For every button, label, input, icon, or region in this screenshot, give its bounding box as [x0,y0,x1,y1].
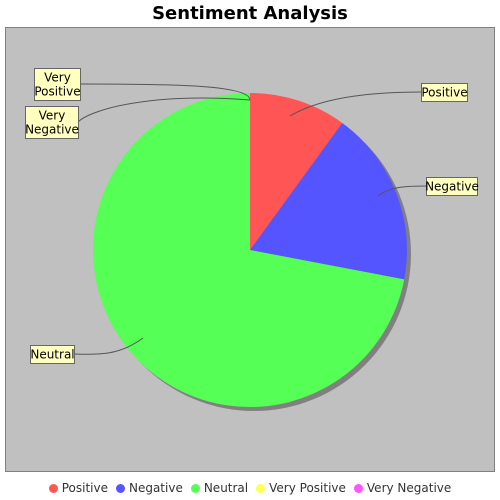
chart-title: Sentiment Analysis [152,3,348,24]
data-label-neutral: Neutral [30,348,74,362]
legend-swatch-very-positive [256,483,266,493]
legend-label-positive: Positive [61,481,108,495]
legend-item-neutral: Neutral [190,480,249,496]
legend-label-neutral: Neutral [203,481,249,495]
leader-line-neutral [73,337,144,355]
legend-item-positive: Positive [48,480,108,496]
legend-label-negative: Negative [128,481,183,495]
leader-line-very-positive [79,83,251,101]
legend: Positive Negative Neutral Very Positive Very… [0,480,500,496]
legend-item-very-negative: Very Negative [353,480,452,496]
leader-line-negative [377,185,427,197]
data-label-very-positive: Very Positive [34,71,80,99]
label-box-very-negative [25,106,79,139]
legend-swatch-neutral [190,483,200,493]
legend-swatch-positive [48,483,58,493]
data-label-positive: Positive [421,86,467,100]
label-box-positive [421,83,468,102]
slice-neutral [93,93,405,407]
legend-swatch-negative [115,483,125,493]
legend-label-very-negative: Very Negative [366,481,452,495]
leader-line-positive [289,91,422,117]
label-box-neutral [30,345,75,364]
legend-swatch-very-negative [353,483,363,493]
label-box-very-positive [34,68,81,101]
legend-label-very-positive: Very Positive [269,481,346,495]
data-label-negative: Negative [425,180,479,194]
slice-negative [250,122,407,280]
legend-item-negative: Negative [115,480,183,496]
slice-positive [250,93,343,250]
data-label-very-negative: Very Negative [25,109,79,137]
legend-item-very-positive: Very Positive [256,480,346,496]
label-box-negative [426,177,478,196]
leader-line-very-negative [77,97,251,123]
